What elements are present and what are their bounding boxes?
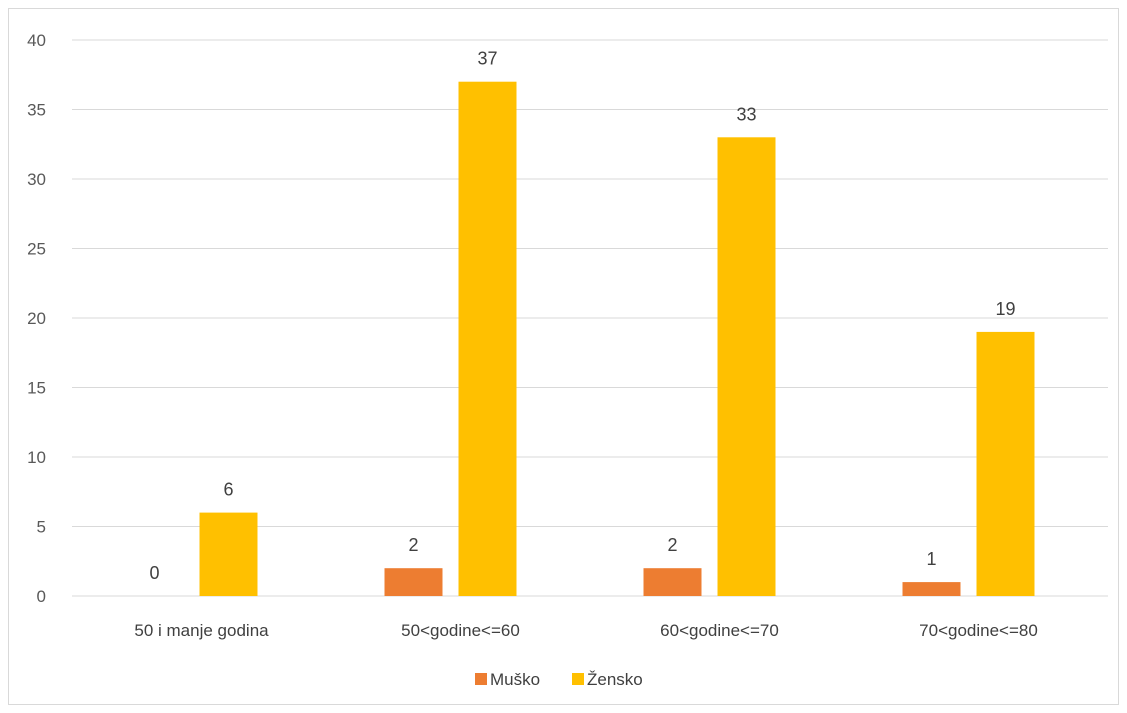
y-axis-ticks: 0 5 10 15 20 25 30 35 40 bbox=[27, 31, 46, 606]
data-label: 1 bbox=[926, 549, 936, 569]
bar-zensko bbox=[199, 512, 258, 596]
data-label: 33 bbox=[736, 104, 756, 124]
legend-label: Muško bbox=[490, 670, 540, 689]
x-category-label: 60<godine<=70 bbox=[660, 621, 779, 640]
data-label: 37 bbox=[477, 49, 497, 69]
y-tick-label: 40 bbox=[27, 31, 46, 50]
y-tick-label: 20 bbox=[27, 309, 46, 328]
x-category-label: 50 i manje godina bbox=[134, 621, 269, 640]
legend-label: Žensko bbox=[587, 670, 643, 689]
data-labels: 0 6 2 37 2 33 1 19 bbox=[149, 49, 1015, 583]
data-label: 2 bbox=[408, 535, 418, 555]
y-tick-label: 5 bbox=[37, 518, 46, 537]
data-label: 0 bbox=[149, 563, 159, 583]
bars bbox=[199, 81, 1035, 597]
y-tick-label: 35 bbox=[27, 101, 46, 120]
bar-musko bbox=[902, 582, 961, 596]
data-label: 6 bbox=[223, 480, 233, 500]
y-tick-label: 0 bbox=[37, 587, 46, 606]
bar-zensko bbox=[717, 137, 776, 597]
legend-swatch bbox=[572, 673, 584, 685]
legend: Muško Žensko bbox=[475, 670, 643, 689]
y-tick-label: 15 bbox=[27, 379, 46, 398]
bar-musko bbox=[643, 568, 702, 596]
y-tick-label: 25 bbox=[27, 240, 46, 259]
legend-swatch bbox=[475, 673, 487, 685]
x-category-label: 70<godine<=80 bbox=[919, 621, 1038, 640]
x-axis-categories: 50 i manje godina 50<godine<=60 60<godine<… bbox=[134, 621, 1037, 640]
data-label: 2 bbox=[667, 535, 677, 555]
bar-zensko bbox=[458, 81, 517, 596]
bar-musko bbox=[384, 568, 443, 596]
y-tick-label: 10 bbox=[27, 448, 46, 467]
bar-zensko bbox=[976, 331, 1035, 596]
x-category-label: 50<godine<=60 bbox=[401, 621, 520, 640]
y-tick-label: 30 bbox=[27, 170, 46, 189]
data-label: 19 bbox=[995, 299, 1015, 319]
